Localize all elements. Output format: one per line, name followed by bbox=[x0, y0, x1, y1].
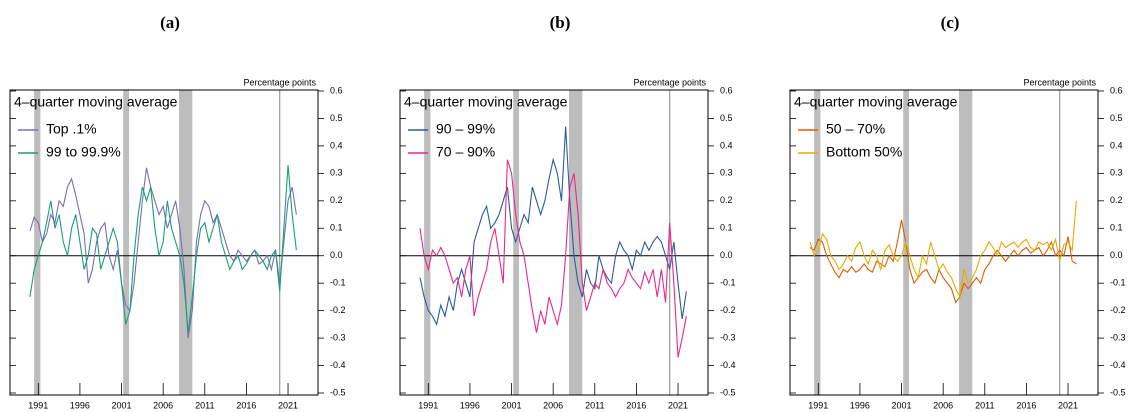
y-tick-label: 0.3 bbox=[720, 168, 733, 178]
x-tick-label: 2021 bbox=[1058, 400, 1078, 410]
y-tick-label: 0.0 bbox=[720, 250, 733, 260]
y-tick-label: -0.2 bbox=[1110, 305, 1126, 315]
y-tick-label: 0.4 bbox=[1110, 140, 1123, 150]
y-tick-label: 0.0 bbox=[1110, 250, 1123, 260]
x-tick-label: 1996 bbox=[70, 400, 90, 410]
y-tick-label: -0.1 bbox=[1110, 278, 1126, 288]
series-line bbox=[809, 200, 1077, 299]
recession-band bbox=[424, 90, 431, 395]
legend-label: 50 – 70% bbox=[826, 121, 885, 137]
x-tick-label: 2006 bbox=[933, 400, 953, 410]
recession-band bbox=[34, 90, 41, 395]
x-tick-label: 1991 bbox=[28, 400, 48, 410]
x-tick-label: 2011 bbox=[585, 400, 604, 410]
series-line bbox=[419, 159, 687, 358]
y-tick-label: -0.2 bbox=[330, 305, 346, 315]
legend-title: 4–quarter moving average bbox=[404, 94, 568, 110]
y-tick-label: 0.1 bbox=[720, 223, 733, 233]
y-tick-label: -0.4 bbox=[1110, 360, 1126, 370]
y-tick-label: 0.1 bbox=[330, 223, 343, 233]
y-axis-label: Percentage points bbox=[633, 77, 706, 87]
y-tick-label: 0.5 bbox=[330, 113, 343, 123]
legend-label: 90 – 99% bbox=[436, 121, 495, 137]
x-tick-label: 2016 bbox=[236, 400, 256, 410]
x-tick-label: 1991 bbox=[418, 400, 438, 410]
x-tick-label: 2016 bbox=[626, 400, 646, 410]
y-tick-label: 0.0 bbox=[330, 250, 343, 260]
y-tick-label: 0.2 bbox=[330, 195, 343, 205]
y-tick-label: 0.6 bbox=[720, 85, 733, 95]
series-line bbox=[809, 219, 1077, 304]
y-tick-label: -0.3 bbox=[330, 332, 346, 342]
panel: (b) -0.5 -0.4 -0.3 -0.2 -0.1 0.0 0.1 0.2 0.3 0.4 0.… bbox=[399, 13, 736, 410]
y-tick-label: 0.4 bbox=[330, 140, 343, 150]
y-tick-label: -0.3 bbox=[720, 332, 736, 342]
x-tick-label: 2001 bbox=[112, 400, 132, 410]
x-tick-label: 2011 bbox=[975, 400, 994, 410]
legend-label: 99 to 99.9% bbox=[46, 144, 121, 160]
recession-band bbox=[178, 90, 193, 395]
y-tick-label: -0.5 bbox=[720, 387, 736, 397]
y-tick-label: -0.1 bbox=[720, 278, 736, 288]
y-tick-label: 0.4 bbox=[720, 140, 733, 150]
y-tick-label: 0.3 bbox=[1110, 168, 1123, 178]
x-tick-label: 2001 bbox=[892, 400, 912, 410]
x-tick-label: 2021 bbox=[668, 400, 688, 410]
panel: (a) -0.5 -0.4 -0.3 -0.2 -0.1 0.0 0.1 0.2 0.3 0.4 0.… bbox=[9, 13, 346, 410]
plot-frame bbox=[789, 89, 1099, 396]
y-tick-label: 0.2 bbox=[1110, 195, 1123, 205]
y-tick-label: 0.5 bbox=[720, 113, 733, 123]
y-tick-label: 0.2 bbox=[720, 195, 733, 205]
recession-band bbox=[568, 90, 583, 395]
legend-label: 70 – 90% bbox=[436, 144, 495, 160]
y-tick-label: -0.4 bbox=[330, 360, 346, 370]
plot-frame bbox=[399, 89, 709, 396]
y-tick-label: -0.1 bbox=[330, 278, 346, 288]
recession-band bbox=[958, 90, 973, 395]
y-tick-label: -0.2 bbox=[720, 305, 736, 315]
panel-title: (b) bbox=[550, 13, 571, 32]
x-tick-label: 2011 bbox=[195, 400, 214, 410]
recession-band bbox=[123, 90, 130, 395]
panel-title: (a) bbox=[160, 13, 180, 32]
y-tick-label: 0.1 bbox=[1110, 223, 1123, 233]
y-tick-label: -0.5 bbox=[1110, 387, 1126, 397]
y-tick-label: -0.3 bbox=[1110, 332, 1126, 342]
y-tick-label: -0.5 bbox=[330, 387, 346, 397]
x-tick-label: 1996 bbox=[850, 400, 870, 410]
y-tick-label: 0.3 bbox=[330, 168, 343, 178]
x-tick-label: 1996 bbox=[460, 400, 480, 410]
x-tick-label: 2016 bbox=[1016, 400, 1036, 410]
y-tick-label: 0.5 bbox=[1110, 113, 1123, 123]
legend-title: 4–quarter moving average bbox=[14, 94, 178, 110]
panel: (c) -0.5 -0.4 -0.3 -0.2 -0.1 0.0 0.1 0.2 0.3 0.4 0.… bbox=[789, 13, 1126, 410]
y-tick-label: 0.6 bbox=[1110, 85, 1123, 95]
series-line bbox=[29, 165, 297, 333]
legend-label: Top .1% bbox=[46, 121, 97, 137]
legend-title: 4–quarter moving average bbox=[794, 94, 958, 110]
x-tick-label: 2006 bbox=[153, 400, 173, 410]
y-tick-label: -0.4 bbox=[720, 360, 736, 370]
y-tick-label: 0.6 bbox=[330, 85, 343, 95]
x-tick-label: 1991 bbox=[808, 400, 828, 410]
x-tick-label: 2006 bbox=[543, 400, 563, 410]
y-axis-label: Percentage points bbox=[243, 77, 316, 87]
x-tick-label: 2021 bbox=[278, 400, 298, 410]
x-tick-label: 2001 bbox=[502, 400, 522, 410]
plot-frame bbox=[9, 89, 319, 396]
legend-label: Bottom 50% bbox=[826, 144, 902, 160]
y-axis-label: Percentage points bbox=[1023, 77, 1096, 87]
panel-title: (c) bbox=[941, 13, 960, 32]
